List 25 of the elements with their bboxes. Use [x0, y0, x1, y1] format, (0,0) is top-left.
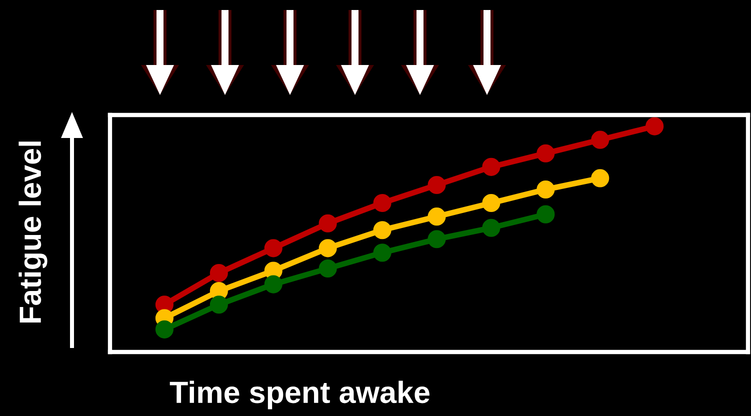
point	[210, 264, 228, 282]
point	[482, 194, 500, 212]
point	[318, 239, 337, 258]
point	[373, 244, 392, 262]
point	[646, 117, 664, 136]
x-axis-title: Time spent awake	[170, 380, 430, 410]
point	[373, 194, 392, 212]
point	[210, 296, 228, 314]
point	[428, 208, 446, 226]
point	[428, 230, 446, 248]
point	[264, 239, 282, 258]
point	[373, 221, 392, 240]
point	[264, 275, 282, 294]
point	[155, 320, 174, 338]
point	[482, 158, 500, 176]
point	[482, 218, 500, 237]
point	[536, 180, 555, 199]
point	[536, 205, 555, 224]
point	[428, 176, 446, 194]
point	[318, 214, 337, 232]
point	[536, 144, 555, 162]
y-axis-title: Fatigue level	[18, 142, 48, 322]
point	[591, 169, 610, 188]
point	[318, 259, 337, 278]
point	[591, 130, 610, 149]
